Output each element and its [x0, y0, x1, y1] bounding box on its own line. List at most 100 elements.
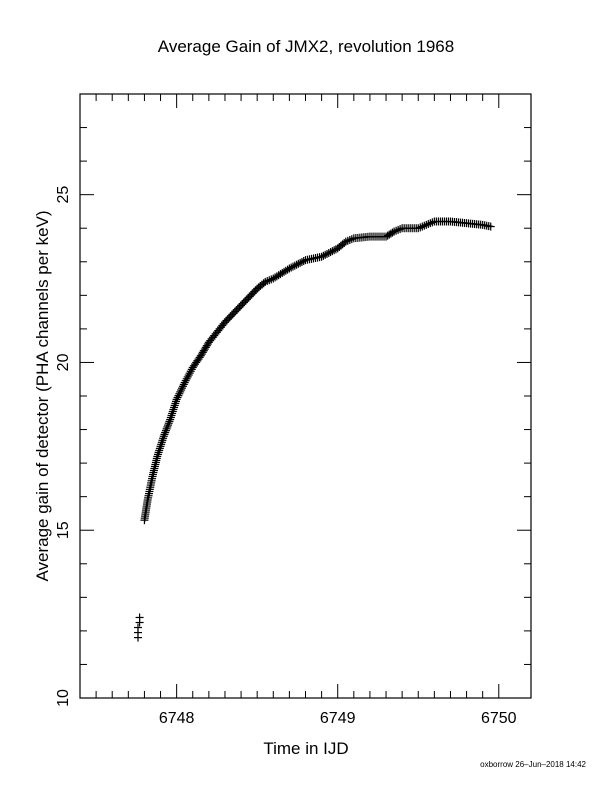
y-axis-label: Average gain of detector (PHA channels p… [33, 210, 52, 581]
data-point [287, 263, 296, 272]
data-point [173, 393, 182, 402]
data-point [202, 341, 211, 350]
data-point [162, 424, 171, 433]
data-point [322, 249, 331, 258]
data-point [265, 276, 274, 285]
data-point [159, 434, 168, 443]
data-point [296, 258, 305, 267]
data-point [155, 444, 164, 453]
data-point [396, 225, 405, 234]
data-point [164, 419, 173, 428]
y-tick-label: 15 [55, 521, 72, 539]
data-point [153, 452, 162, 461]
data-point [172, 395, 181, 404]
data-point [201, 343, 210, 352]
data-point [161, 428, 170, 437]
data-point [196, 351, 205, 360]
data-point [416, 223, 425, 232]
data-point [182, 374, 191, 383]
data-point [197, 350, 206, 359]
data-point [263, 277, 272, 286]
data-point [157, 438, 166, 447]
data-point [171, 397, 180, 406]
data-point [179, 380, 188, 389]
data-point [174, 391, 183, 400]
data-point [341, 237, 350, 246]
data-point [181, 376, 190, 385]
data-point [159, 432, 168, 441]
data-point [170, 403, 179, 412]
data-point [176, 387, 185, 396]
data-point [177, 386, 186, 395]
data-point [135, 613, 144, 622]
data-point [164, 421, 173, 430]
data-point [261, 277, 270, 286]
data-point [422, 220, 431, 229]
data-point [330, 246, 339, 255]
data-point [153, 450, 162, 459]
data-point [157, 440, 166, 449]
data-point [418, 222, 427, 231]
data-point [394, 225, 403, 234]
data-point [180, 378, 189, 387]
data-point [321, 250, 330, 259]
data-point [392, 226, 401, 235]
x-tick-label: 6749 [320, 710, 356, 727]
y-tick-labels: 10 15 20 25 [55, 186, 72, 707]
data-point [158, 436, 167, 445]
chart-title: Average Gain of JMX2, revolution 1968 [158, 37, 454, 56]
y-tick-label: 10 [55, 689, 72, 707]
data-point [424, 220, 433, 229]
data-point [486, 222, 495, 231]
data-point [328, 247, 337, 256]
data-point [297, 257, 306, 266]
data-point [168, 409, 177, 418]
data-point [420, 221, 429, 230]
data-point [326, 248, 335, 257]
x-tick-label: 6748 [159, 710, 195, 727]
data-point [299, 257, 308, 266]
data-point [347, 235, 356, 244]
data-point [170, 401, 179, 410]
data-point [178, 384, 187, 393]
data-point [283, 265, 292, 274]
data-point [426, 219, 435, 228]
data-point [178, 382, 187, 391]
data-point [324, 249, 333, 258]
data-point [156, 442, 165, 451]
data-point [345, 235, 354, 244]
data-point [199, 346, 208, 355]
data-point [155, 446, 164, 455]
data-point [267, 275, 276, 284]
data-point [166, 415, 175, 424]
data-point [294, 259, 303, 268]
data-point [388, 228, 397, 237]
y-tick-label: 25 [55, 186, 72, 204]
data-point [167, 411, 176, 420]
data-point [175, 389, 184, 398]
data-point [186, 367, 195, 376]
data-point [200, 345, 209, 354]
data-point [292, 260, 301, 269]
y-tick-label: 20 [55, 353, 72, 371]
data-point [414, 224, 423, 233]
data-point [171, 399, 180, 408]
x-tick-label: 6750 [481, 710, 517, 727]
minor-ticks [80, 93, 531, 698]
data-point [290, 261, 299, 270]
data-point [428, 218, 437, 227]
data-point [169, 405, 178, 414]
data-point [319, 251, 328, 260]
data-point [166, 413, 175, 422]
x-axis-label: Time in IJD [263, 739, 348, 758]
data-point [184, 371, 193, 380]
data-point [160, 430, 169, 439]
x-tick-labels: 6748 6749 6750 [159, 710, 517, 727]
footer-credit: oxborrow 26–Jun–2018 14:42 [480, 760, 586, 769]
data-point [343, 236, 352, 245]
data-point [288, 262, 297, 271]
data-point [285, 264, 294, 273]
data-point [163, 422, 172, 431]
data-point [317, 252, 326, 261]
